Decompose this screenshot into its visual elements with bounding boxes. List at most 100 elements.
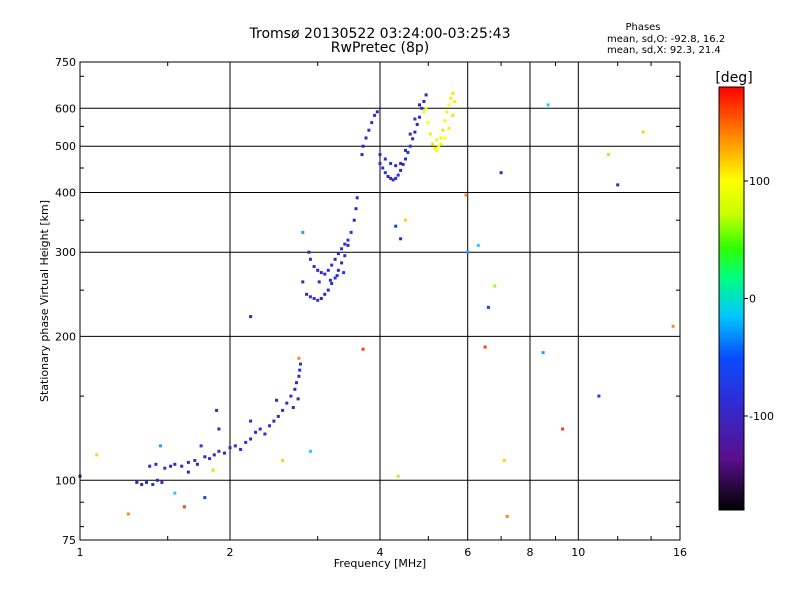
echo-point bbox=[447, 103, 450, 106]
colorbar bbox=[719, 87, 744, 510]
echo-point bbox=[183, 505, 186, 508]
echo-point bbox=[399, 169, 402, 172]
echo-point bbox=[244, 441, 247, 444]
y-tick-label: 200 bbox=[55, 330, 76, 343]
x-tick-label: 2 bbox=[227, 546, 234, 559]
echo-point bbox=[318, 280, 321, 283]
echo-point bbox=[441, 129, 444, 132]
y-tick-label: 100 bbox=[55, 474, 76, 487]
echo-point bbox=[449, 97, 452, 100]
echo-point bbox=[140, 483, 143, 486]
echo-point bbox=[672, 325, 675, 328]
echo-point bbox=[379, 162, 382, 165]
x-axis-label: Frequency [MHz] bbox=[334, 557, 426, 570]
echo-point bbox=[362, 348, 365, 351]
echo-point bbox=[355, 207, 358, 210]
echo-point bbox=[127, 513, 130, 516]
echo-point bbox=[435, 149, 438, 152]
echo-point bbox=[180, 465, 183, 468]
echo-point bbox=[379, 153, 382, 156]
echo-point bbox=[223, 452, 226, 455]
echo-point bbox=[169, 465, 172, 468]
echo-point bbox=[135, 481, 138, 484]
echo-point bbox=[213, 453, 216, 456]
echo-point bbox=[397, 174, 400, 177]
echo-point bbox=[337, 269, 340, 272]
echo-point bbox=[285, 402, 288, 405]
echo-point bbox=[451, 114, 454, 117]
echo-point bbox=[329, 279, 332, 282]
echo-point bbox=[187, 471, 190, 474]
echo-point bbox=[145, 481, 148, 484]
echo-point bbox=[234, 444, 237, 447]
echo-point bbox=[301, 280, 304, 283]
echo-point bbox=[420, 107, 423, 110]
echo-point bbox=[249, 438, 252, 441]
phase-stats-o: mean, sd,O: -92.8, 16.2 bbox=[607, 34, 725, 45]
echo-point bbox=[387, 175, 390, 178]
echo-point bbox=[413, 131, 416, 134]
echo-point bbox=[281, 459, 284, 462]
y-tick-label: 750 bbox=[55, 56, 76, 69]
echo-point bbox=[411, 137, 414, 140]
echo-point bbox=[293, 388, 296, 391]
echo-point bbox=[418, 116, 421, 119]
echo-point bbox=[389, 162, 392, 165]
echo-point bbox=[642, 131, 645, 134]
echo-point bbox=[422, 110, 425, 113]
echo-point bbox=[399, 162, 402, 165]
echo-point bbox=[404, 219, 407, 222]
echo-point bbox=[425, 107, 428, 110]
colorbar-label: [deg] bbox=[715, 70, 752, 86]
echo-point bbox=[187, 461, 190, 464]
y-tick-label: 400 bbox=[55, 187, 76, 200]
echo-point bbox=[418, 103, 421, 106]
echo-point bbox=[217, 450, 220, 453]
echo-point bbox=[215, 409, 218, 412]
echo-point bbox=[203, 496, 206, 499]
y-tick-label: 300 bbox=[55, 246, 76, 259]
echo-point bbox=[323, 293, 326, 296]
echo-point bbox=[464, 194, 467, 197]
ionogram-chart: Tromsø 20130522 03:24:00-03:25:43 RwPret… bbox=[0, 0, 800, 600]
echo-point bbox=[313, 265, 316, 268]
echo-point bbox=[616, 183, 619, 186]
echo-point bbox=[445, 110, 448, 113]
echo-point bbox=[316, 299, 319, 302]
echo-point bbox=[493, 285, 496, 288]
echo-point bbox=[367, 129, 370, 132]
echo-point bbox=[249, 420, 252, 423]
echo-point bbox=[336, 274, 339, 277]
echo-point bbox=[159, 444, 162, 447]
echo-point bbox=[217, 428, 220, 431]
echo-point bbox=[500, 171, 503, 174]
echo-point bbox=[330, 282, 333, 285]
echo-point bbox=[327, 269, 330, 272]
echo-point bbox=[305, 293, 308, 296]
echo-point bbox=[439, 143, 442, 146]
echo-point bbox=[156, 479, 159, 482]
echo-point bbox=[370, 121, 373, 124]
echo-point bbox=[597, 395, 600, 398]
echo-point bbox=[281, 409, 284, 412]
echo-point bbox=[561, 428, 564, 431]
echo-point bbox=[334, 258, 337, 261]
echo-point bbox=[297, 375, 300, 378]
x-tick-label: 16 bbox=[673, 546, 687, 559]
echo-point bbox=[289, 395, 292, 398]
echo-point bbox=[453, 100, 456, 103]
echo-point bbox=[503, 459, 506, 462]
echo-point bbox=[309, 295, 312, 298]
echo-point bbox=[373, 114, 376, 117]
echo-point bbox=[323, 273, 326, 276]
echo-point bbox=[429, 133, 432, 136]
echo-point bbox=[95, 453, 98, 456]
echo-point bbox=[384, 158, 387, 161]
echo-point bbox=[309, 258, 312, 261]
echo-point bbox=[413, 118, 416, 121]
echo-point bbox=[443, 137, 446, 140]
x-tick-label: 10 bbox=[571, 546, 585, 559]
echo-point bbox=[361, 153, 364, 156]
echo-point bbox=[392, 178, 395, 181]
echo-point bbox=[343, 243, 346, 246]
